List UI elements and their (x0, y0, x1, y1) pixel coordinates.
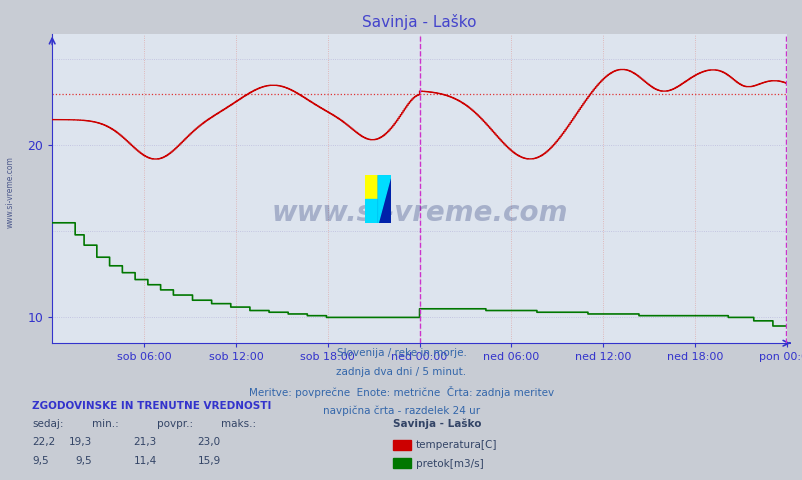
Bar (365, 199, 378, 223)
Text: povpr.:: povpr.: (156, 419, 192, 429)
Text: 19,3: 19,3 (69, 437, 92, 447)
Text: maks.:: maks.: (221, 419, 256, 429)
Text: 11,4: 11,4 (133, 456, 156, 466)
Text: 9,5: 9,5 (75, 456, 92, 466)
Text: temperatura[C]: temperatura[C] (415, 441, 496, 450)
Text: www.si-vreme.com: www.si-vreme.com (271, 199, 567, 227)
Text: 22,2: 22,2 (32, 437, 55, 447)
Text: sedaj:: sedaj: (32, 419, 63, 429)
Text: pretok[m3/s]: pretok[m3/s] (415, 459, 483, 468)
Text: www.si-vreme.com: www.si-vreme.com (6, 156, 15, 228)
Text: navpična črta - razdelek 24 ur: navpična črta - razdelek 24 ur (322, 406, 480, 416)
Title: Savinja - Laško: Savinja - Laško (362, 13, 476, 30)
Bar (378, 175, 391, 223)
Text: 9,5: 9,5 (32, 456, 49, 466)
Text: ZGODOVINSKE IN TRENUTNE VREDNOSTI: ZGODOVINSKE IN TRENUTNE VREDNOSTI (32, 401, 271, 411)
Text: Meritve: povprečne  Enote: metrične  Črta: zadnja meritev: Meritve: povprečne Enote: metrične Črta:… (249, 386, 553, 398)
Text: 21,3: 21,3 (133, 437, 156, 447)
Text: min.:: min.: (92, 419, 119, 429)
Text: zadnja dva dni / 5 minut.: zadnja dva dni / 5 minut. (336, 367, 466, 377)
Bar (365, 175, 378, 199)
Text: Slovenija / reke in morje.: Slovenija / reke in morje. (336, 348, 466, 358)
Text: 15,9: 15,9 (197, 456, 221, 466)
Text: 23,0: 23,0 (197, 437, 221, 447)
Text: Savinja - Laško: Savinja - Laško (393, 419, 481, 429)
Polygon shape (378, 175, 391, 223)
